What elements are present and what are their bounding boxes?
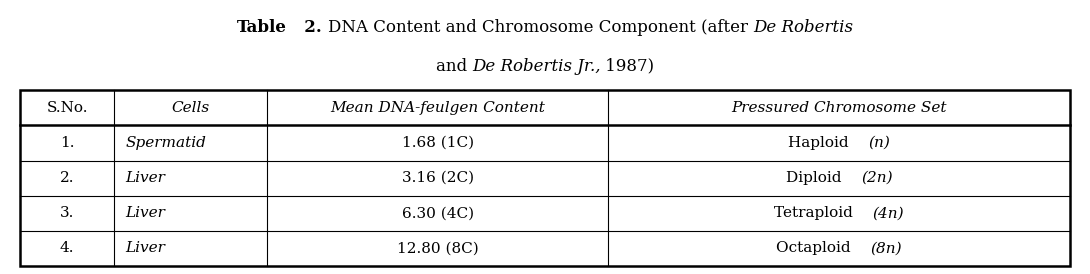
- Text: and: and: [436, 58, 472, 75]
- Text: (4n): (4n): [873, 206, 905, 220]
- Text: Octaploid: Octaploid: [776, 241, 871, 255]
- Text: (2n): (2n): [861, 171, 893, 185]
- Text: 6.30 (4C): 6.30 (4C): [401, 206, 474, 220]
- Text: Pressured Chromosome Set: Pressured Chromosome Set: [731, 101, 947, 115]
- Text: 1987): 1987): [601, 58, 654, 75]
- Text: 4.: 4.: [60, 241, 74, 255]
- Text: 3.: 3.: [60, 206, 74, 220]
- Text: De Robertis Jr.,: De Robertis Jr.,: [472, 58, 601, 75]
- Text: 1.: 1.: [60, 136, 74, 150]
- Text: Haploid: Haploid: [788, 136, 869, 150]
- Text: Diploid: Diploid: [786, 171, 861, 185]
- Text: (8n): (8n): [871, 241, 903, 255]
- Text: (n): (n): [869, 136, 891, 150]
- Text: Cells: Cells: [171, 101, 210, 115]
- Text: S.No.: S.No.: [46, 101, 88, 115]
- Text: 3.16 (2C): 3.16 (2C): [401, 171, 474, 185]
- Text: 2.: 2.: [60, 171, 74, 185]
- Text: Liver: Liver: [125, 206, 166, 220]
- Text: Table: Table: [238, 19, 287, 36]
- Text: 1.68 (1C): 1.68 (1C): [401, 136, 474, 150]
- Text: Liver: Liver: [125, 171, 166, 185]
- Bar: [20, 90, 1070, 266]
- Text: Liver: Liver: [125, 241, 166, 255]
- Text: Tetraploid: Tetraploid: [774, 206, 873, 220]
- Text: De Robertis: De Robertis: [753, 19, 852, 36]
- Text: DNA Content and Chromosome Component (after: DNA Content and Chromosome Component (af…: [328, 19, 753, 36]
- Text: 2.: 2.: [287, 19, 328, 36]
- Text: Spermatid: Spermatid: [125, 136, 206, 150]
- Text: 12.80 (8C): 12.80 (8C): [397, 241, 479, 255]
- Text: Mean DNA-feulgen Content: Mean DNA-feulgen Content: [330, 101, 545, 115]
